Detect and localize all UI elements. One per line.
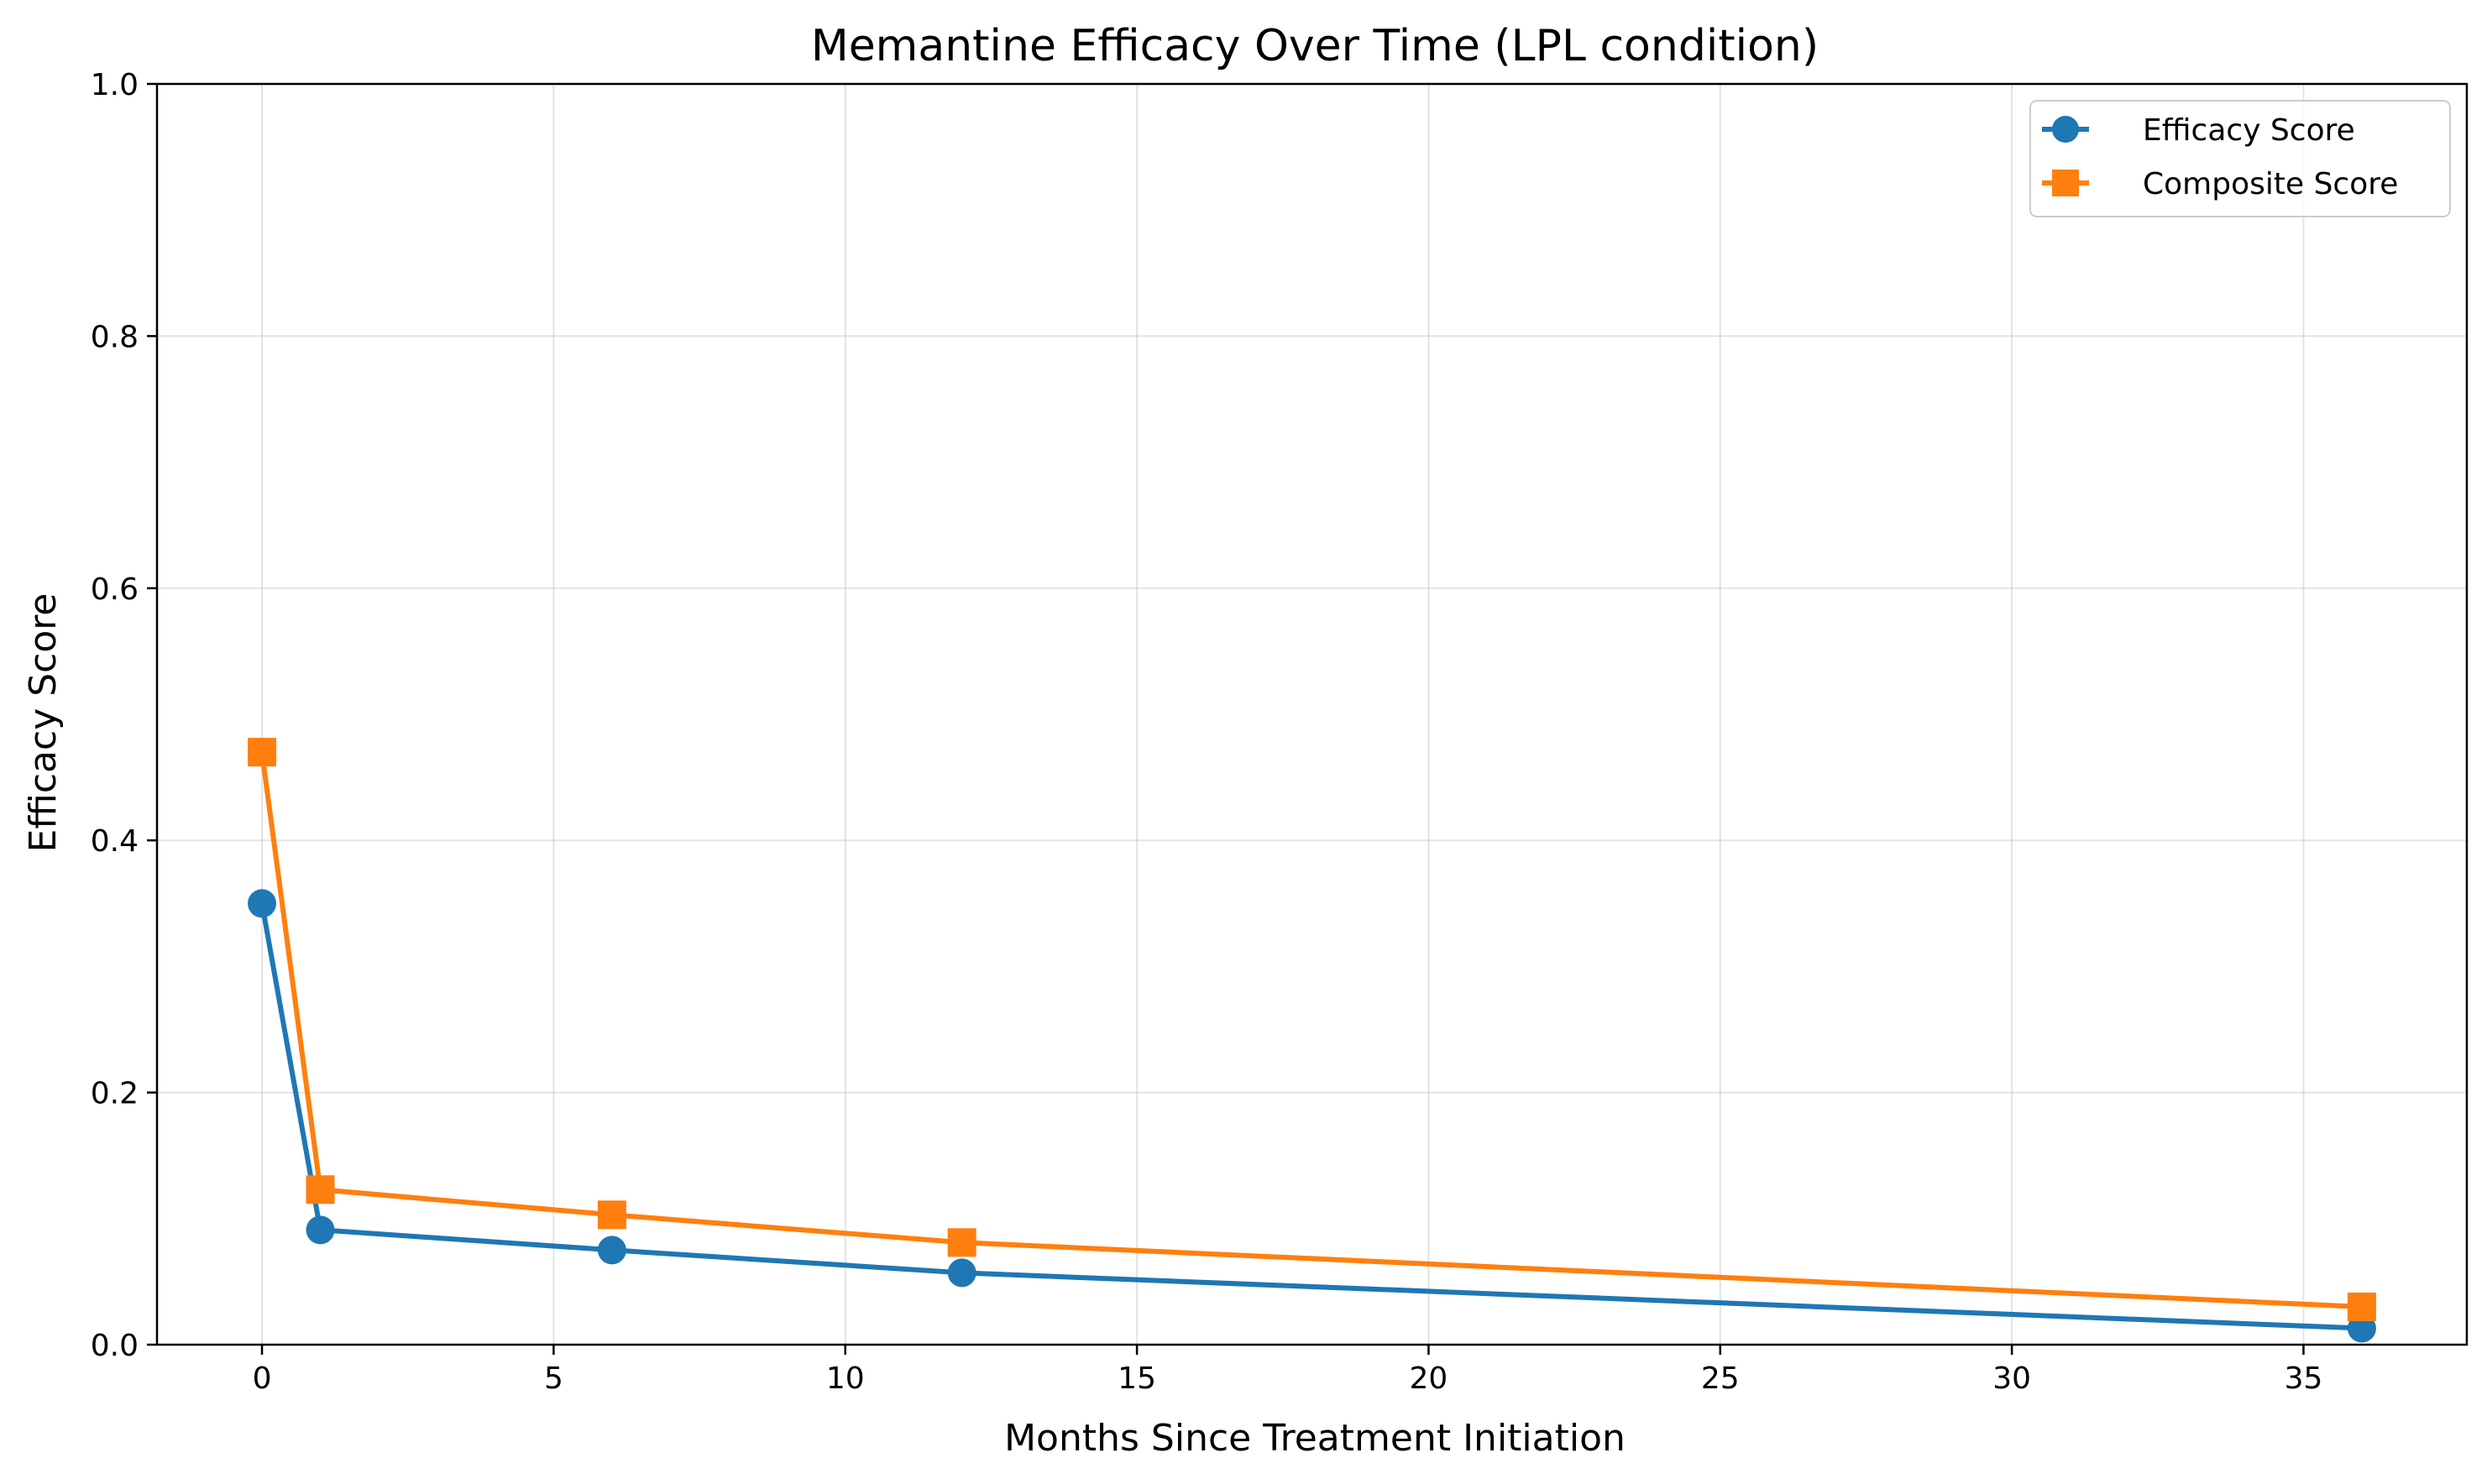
x-axis-label: Months Since Treatment Initiation [1004, 1417, 1626, 1460]
y-axis-ticks: 0.0 0.2 0.4 0.6 0.8 1.0 [91, 68, 157, 1363]
data-point-square [597, 1200, 626, 1230]
x-tick-label: 0 [253, 1361, 272, 1396]
y-tick-label: 0.2 [91, 1077, 139, 1111]
legend-entry-efficacy-score: Efficacy Score [2042, 113, 2355, 148]
x-tick-label: 5 [544, 1361, 563, 1396]
data-point-square [2347, 1292, 2376, 1321]
x-tick-label: 25 [1701, 1361, 1740, 1396]
y-tick-label: 0.8 [91, 320, 139, 354]
x-tick-label: 10 [826, 1361, 865, 1396]
data-point-circle [597, 1236, 626, 1265]
data-point-circle [2347, 1314, 2376, 1343]
x-axis-ticks: 0 5 10 15 20 25 30 35 [253, 1345, 2323, 1396]
legend-label-composite: Composite Score [2143, 167, 2398, 201]
legend-label-efficacy: Efficacy Score [2143, 113, 2355, 148]
legend: Efficacy Score Composite Score [2029, 100, 2451, 217]
data-point-square [306, 1175, 335, 1204]
x-tick-label: 15 [1118, 1361, 1156, 1396]
plot-frame [155, 82, 2468, 1346]
legend-entry-composite-score: Composite Score [2042, 167, 2398, 201]
data-point-square [947, 1228, 976, 1257]
y-tick-label: 0.4 [91, 824, 139, 859]
data-point-circle [306, 1215, 335, 1245]
y-tick-label: 0.0 [91, 1329, 139, 1363]
y-tick-label: 0.6 [91, 572, 139, 607]
x-tick-label: 30 [1992, 1361, 2031, 1396]
legend-box [2029, 100, 2451, 217]
data-point-square [248, 738, 277, 767]
series-layer [248, 738, 2376, 1343]
legend-marker-circle [2052, 116, 2079, 143]
y-axis-label: Efficacy Score [22, 593, 65, 853]
x-tick-label: 35 [2285, 1361, 2323, 1396]
y-tick-label: 1.0 [91, 68, 139, 102]
x-tick-label: 20 [1410, 1361, 1448, 1396]
chart-title: Memantine Efficacy Over Time (LPL condit… [811, 21, 1819, 71]
legend-marker-square [2052, 170, 2079, 196]
data-point-circle [947, 1258, 976, 1288]
data-point-circle [248, 889, 277, 918]
